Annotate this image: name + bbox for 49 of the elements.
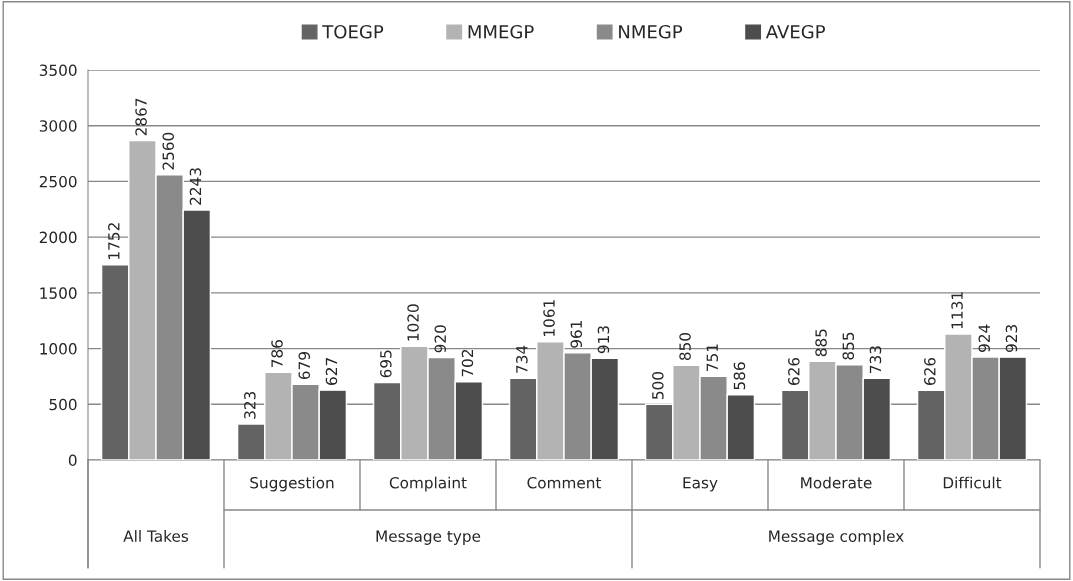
data-label: 733 (869, 346, 882, 373)
data-label: 1131 (951, 292, 963, 329)
data-label: 924 (978, 324, 991, 352)
data-label: 855 (842, 332, 855, 360)
x-tick-label: Easy (683, 477, 718, 492)
data-label: 961 (570, 321, 583, 348)
data-label: 885 (815, 329, 827, 357)
x-tick-label: Comment (527, 476, 602, 489)
text: All Takes (123, 530, 189, 542)
data-label: 734 (516, 345, 528, 373)
data-label: 913 (597, 326, 610, 354)
x-tick-label: Complaint (389, 476, 467, 492)
data-label: 702 (461, 349, 474, 377)
data-label: 1061 (543, 300, 555, 336)
y-tick-label: 500 (49, 398, 77, 411)
data-label: 1020 (407, 304, 419, 341)
data-label: 627 (325, 358, 338, 385)
legend-label: NMEGP (619, 24, 683, 39)
data-label: 626 (788, 357, 800, 386)
y-tick-label: 3000 (39, 120, 77, 132)
legend-label: TOEGP (322, 24, 384, 39)
text: Message complex (769, 530, 904, 545)
data-label: 751 (706, 344, 719, 371)
data-label: 323 (244, 391, 256, 419)
data-label: 1752 (108, 223, 120, 259)
data-label: 2560 (162, 132, 175, 170)
data-label: 786 (271, 340, 283, 367)
x-tick-label: Difficult (943, 476, 1002, 489)
data-label: 2867 (135, 98, 147, 136)
y-tick-label: 0 (68, 454, 77, 467)
data-label: 920 (434, 325, 447, 353)
legend-label: AVEGP (765, 24, 825, 39)
x-tick-label: Moderate (801, 476, 872, 489)
data-label: 923 (1005, 325, 1018, 353)
data-label: 695 (380, 350, 392, 378)
y-tick-label: 1500 (40, 287, 77, 299)
y-tick-label: 1000 (40, 343, 77, 355)
data-label: 679 (298, 352, 311, 380)
legend-label: MMEGP (468, 24, 534, 39)
y-tick-label: 3500 (39, 64, 77, 77)
data-label: 500 (652, 371, 664, 399)
text: Message type (376, 530, 481, 545)
y-tick-label: 2500 (39, 175, 77, 188)
data-label: 2243 (189, 168, 202, 205)
data-label: 850 (679, 332, 691, 361)
y-tick-label: 2000 (39, 231, 77, 244)
data-label: 626 (924, 357, 936, 386)
data-label: 586 (733, 362, 746, 390)
x-tick-label: Suggestion (250, 476, 334, 492)
